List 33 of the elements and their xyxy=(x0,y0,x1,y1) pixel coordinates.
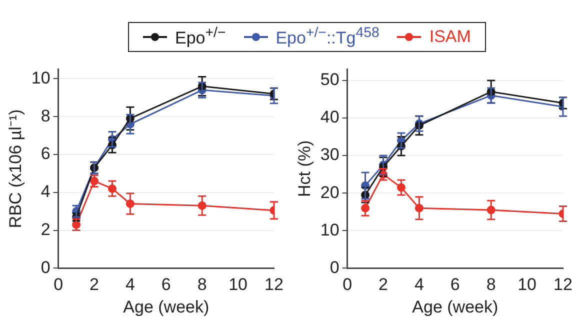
y-tick-label: 8 xyxy=(40,106,50,126)
y-tick-label: 10 xyxy=(31,68,50,88)
x-tick-label: 8 xyxy=(197,275,207,294)
legend-label: Epo$^{+/−}$::Tg$^{458}$ xyxy=(276,25,380,49)
y-tick-label: 2 xyxy=(40,220,50,239)
x-tick-label: 6 xyxy=(161,275,171,294)
y-tick-label: 50 xyxy=(320,70,340,90)
y-axis-title: Hct (%) xyxy=(294,140,314,198)
x-tick-label: 12 xyxy=(554,275,572,294)
x-tick-label: 0 xyxy=(342,275,352,294)
y-tick-label: 30 xyxy=(320,145,340,164)
y-tick-label: 6 xyxy=(40,144,50,164)
x-tick-label: 8 xyxy=(486,275,496,294)
y-tick-label: 10 xyxy=(320,220,340,240)
y-axis-title: RBC (x106 µl⁻¹) xyxy=(6,109,25,228)
x-tick-label: 10 xyxy=(518,275,537,294)
x-tick-label: 2 xyxy=(378,275,388,294)
legend-label: ISAM xyxy=(429,27,471,47)
x-tick-label: 0 xyxy=(54,275,64,294)
x-tick-label: 12 xyxy=(264,275,284,294)
y-tick-label: 0 xyxy=(40,258,50,277)
x-tick-label: 6 xyxy=(450,275,460,294)
y-tick-label: 20 xyxy=(320,182,340,202)
legend-label: Epo$^{+/−}$ xyxy=(175,25,226,49)
y-tick-label: 0 xyxy=(330,258,340,277)
x-tick-label: 10 xyxy=(228,275,248,294)
x-tick-label: 4 xyxy=(414,275,424,294)
x-axis-title: Age (week) xyxy=(123,297,210,316)
x-tick-label: 4 xyxy=(125,275,135,294)
x-axis-title: Age (week) xyxy=(412,297,498,316)
y-tick-label: 40 xyxy=(320,108,340,127)
x-tick-label: 2 xyxy=(90,275,99,294)
y-tick-label: 4 xyxy=(40,182,50,202)
